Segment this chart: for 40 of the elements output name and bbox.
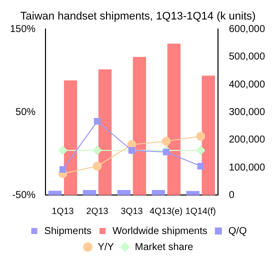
x-tick-label: 4Q13(e) [150, 206, 183, 216]
y2-tick-label: 200,000 [228, 134, 266, 146]
point [92, 146, 102, 155]
y2-tick-label: 300,000 [228, 106, 266, 118]
bar [167, 44, 181, 196]
legend-label: Worldwide shipments [112, 226, 208, 237]
y2-tick-label: 600,000 [228, 24, 266, 35]
y2-tick-label: 400,000 [228, 79, 266, 90]
point [162, 148, 170, 156]
point [59, 166, 66, 173]
bar [82, 190, 96, 196]
bar [152, 190, 166, 196]
y-tick-label: 50% [16, 106, 36, 118]
bar [186, 191, 200, 196]
legend-label: Shipments [44, 226, 92, 237]
bar [117, 190, 131, 196]
x-tick-label: 2Q13 [86, 206, 108, 216]
bar [202, 76, 215, 196]
point [196, 132, 206, 141]
point [197, 162, 204, 170]
point [58, 146, 68, 155]
x-tick-label: 1Q14(f) [185, 206, 216, 216]
chart-title: Taiwan handset shipments, 1Q13-1Q14 (k units) [20, 10, 256, 23]
point [92, 162, 102, 171]
y2-tick-label: 100,000 [228, 162, 266, 174]
y2-tick-label: 0 [228, 190, 235, 201]
point [94, 118, 101, 125]
y-tick-label: -50% [12, 190, 36, 201]
legend-label: Y/Y [98, 242, 114, 253]
bar [132, 56, 146, 196]
bar [64, 80, 78, 196]
y2-tick-label: 500,000 [228, 52, 266, 63]
legend-label: Market share [134, 242, 194, 253]
legend-label: Q/Q [228, 226, 247, 237]
x-tick-label: 3Q13 [120, 206, 143, 216]
bar [98, 69, 112, 196]
x-tick-label: 1Q13 [52, 206, 74, 216]
point [196, 146, 206, 155]
y-tick-label: 150% [10, 24, 36, 35]
point [162, 136, 171, 146]
